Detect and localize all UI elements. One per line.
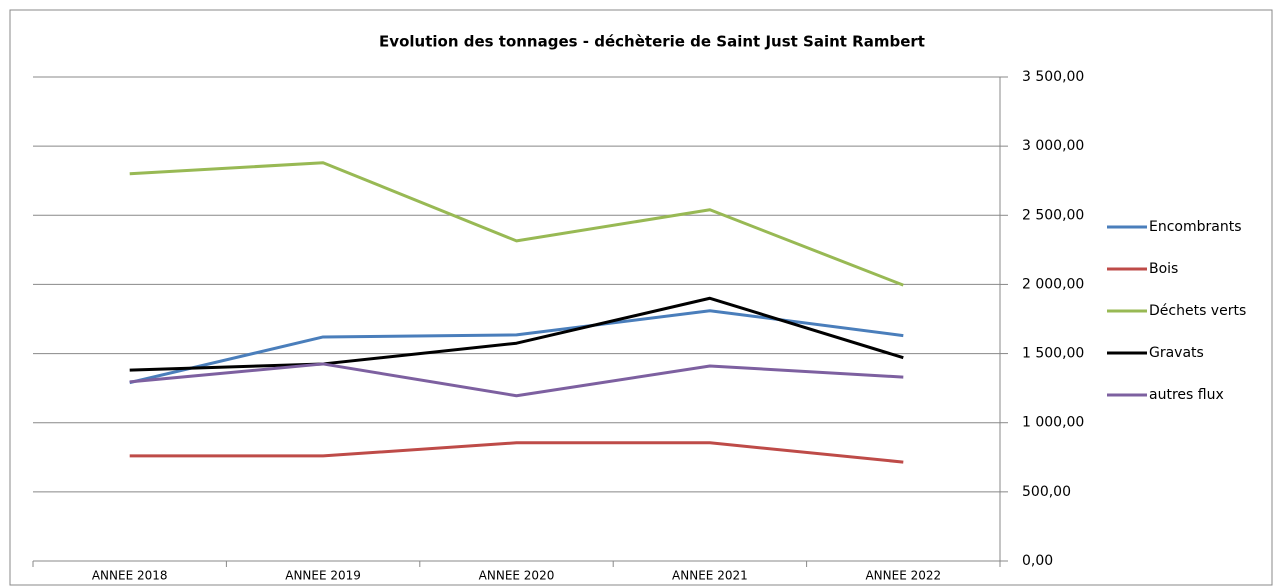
line-series	[129, 362, 904, 398]
y-tick-label: 2 000,00	[1022, 276, 1084, 292]
legend-label: autres flux	[1149, 387, 1224, 403]
y-tick-label: 3 500,00	[1022, 69, 1084, 85]
line-series	[129, 441, 904, 464]
y-tick-label: 1 500,00	[1022, 346, 1084, 362]
legend-label: Gravats	[1149, 345, 1204, 361]
line-series	[129, 161, 904, 287]
y-tick-label: 2 500,00	[1022, 207, 1084, 223]
chart-title: Evolution des tonnages - déchèterie de S…	[379, 33, 925, 51]
x-tick-label: ANNEE 2022	[865, 569, 941, 583]
y-tick-label: 1 000,00	[1022, 415, 1084, 431]
legend-label: Encombrants	[1149, 219, 1242, 235]
y-tick-label: 0,00	[1022, 553, 1053, 569]
line-series	[129, 296, 904, 372]
legend-label: Bois	[1149, 261, 1178, 277]
x-tick-label: ANNEE 2018	[92, 569, 168, 583]
x-tick-label: ANNEE 2019	[285, 569, 361, 583]
x-tick-label: ANNEE 2020	[479, 569, 555, 583]
chart-frame	[9, 9, 1273, 586]
y-tick-label: 500,00	[1022, 484, 1071, 500]
legend-label: Déchets verts	[1149, 303, 1246, 319]
x-tick-label: ANNEE 2021	[672, 569, 748, 583]
y-tick-label: 3 000,00	[1022, 138, 1084, 154]
